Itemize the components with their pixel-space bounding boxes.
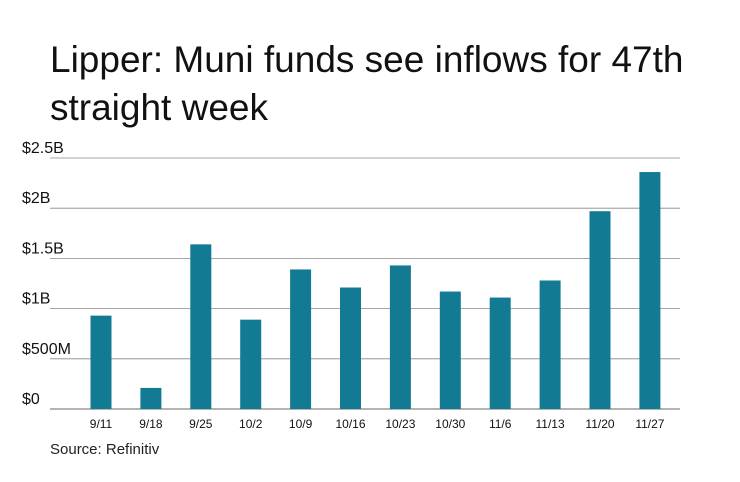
x-tick-label: 10/30 [435,417,465,431]
bar [340,287,361,409]
gridlines [50,157,680,410]
y-tick-label: $500M [22,341,71,358]
x-tick-label: 10/16 [335,417,365,431]
x-tick-label: 11/27 [635,417,664,431]
chart-title: Lipper: Muni funds see inflows for 47th … [50,39,684,128]
x-tick-label: 10/23 [385,417,415,431]
x-tick-label: 11/6 [489,417,512,431]
bar [589,211,611,409]
bar [639,172,661,409]
bar [140,387,162,409]
bar [90,315,112,409]
x-tick-label: 11/13 [536,417,565,431]
y-axis-ticks: $0 $500M $1B $1.5B $2B $2.5B [22,140,71,408]
bar [290,269,312,409]
bar [489,297,511,409]
bar [190,244,212,409]
y-tick-label: $1B [22,291,50,308]
x-axis-ticks: 9/11 9/18 9/25 10/2 10/9 10/16 10/23 10/30 11/6 1… [90,417,665,431]
bar [240,319,262,409]
bar [539,280,561,409]
x-tick-label: 10/9 [289,417,313,431]
y-tick-label: $2B [22,190,50,207]
bar [439,291,461,409]
x-tick-label: 10/2 [239,417,263,431]
y-tick-label: $2.5B [22,140,64,157]
source-note: Source: Refinitiv [50,441,160,458]
x-tick-label: 11/20 [585,417,614,431]
x-tick-label: 9/11 [90,417,113,431]
bars [90,172,661,409]
x-tick-label: 9/18 [139,417,163,431]
x-tick-label: 9/25 [189,417,213,431]
y-tick-label: $0 [22,391,40,408]
y-tick-label: $1.5B [22,240,64,257]
bar [389,265,411,409]
